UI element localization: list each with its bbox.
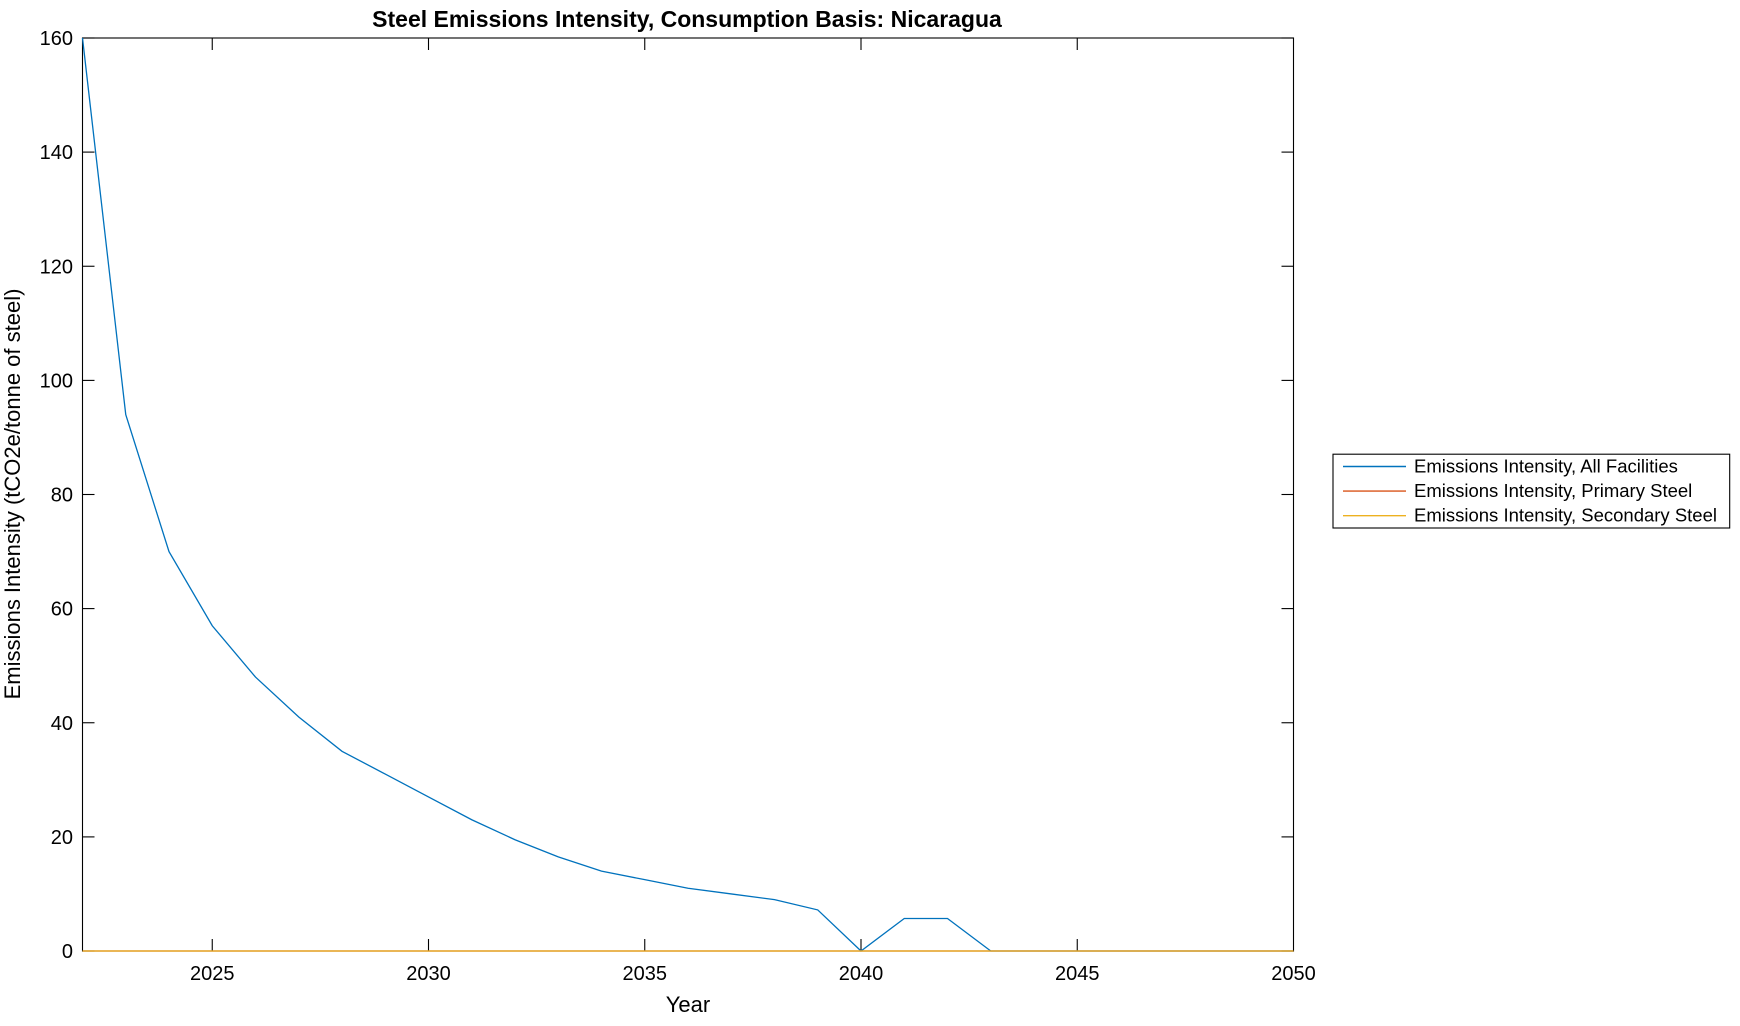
svg-text:140: 140 [40,142,73,164]
svg-text:2030: 2030 [406,963,451,985]
svg-text:60: 60 [51,599,73,621]
svg-text:Emissions Intensity (tCO2e/ton: Emissions Intensity (tCO2e/tonne of stee… [0,289,25,700]
svg-text:Emissions Intensity, All Facil: Emissions Intensity, All Facilities [1414,456,1678,477]
svg-text:2050: 2050 [1271,963,1316,985]
svg-text:2045: 2045 [1055,963,1100,985]
svg-text:2035: 2035 [623,963,668,985]
svg-text:Emissions Intensity, Primary S: Emissions Intensity, Primary Steel [1414,480,1692,501]
svg-text:2040: 2040 [839,963,884,985]
svg-text:120: 120 [40,256,73,278]
svg-text:Year: Year [666,992,710,1017]
svg-text:100: 100 [40,370,73,392]
svg-text:Steel Emissions Intensity, Con: Steel Emissions Intensity, Consumption B… [372,6,1002,32]
svg-text:160: 160 [40,28,73,50]
svg-text:2025: 2025 [190,963,235,985]
svg-text:Emissions Intensity, Secondary: Emissions Intensity, Secondary Steel [1414,505,1717,526]
svg-text:40: 40 [51,713,73,735]
svg-text:20: 20 [51,827,73,849]
svg-text:0: 0 [62,941,73,963]
svg-text:80: 80 [51,485,73,507]
